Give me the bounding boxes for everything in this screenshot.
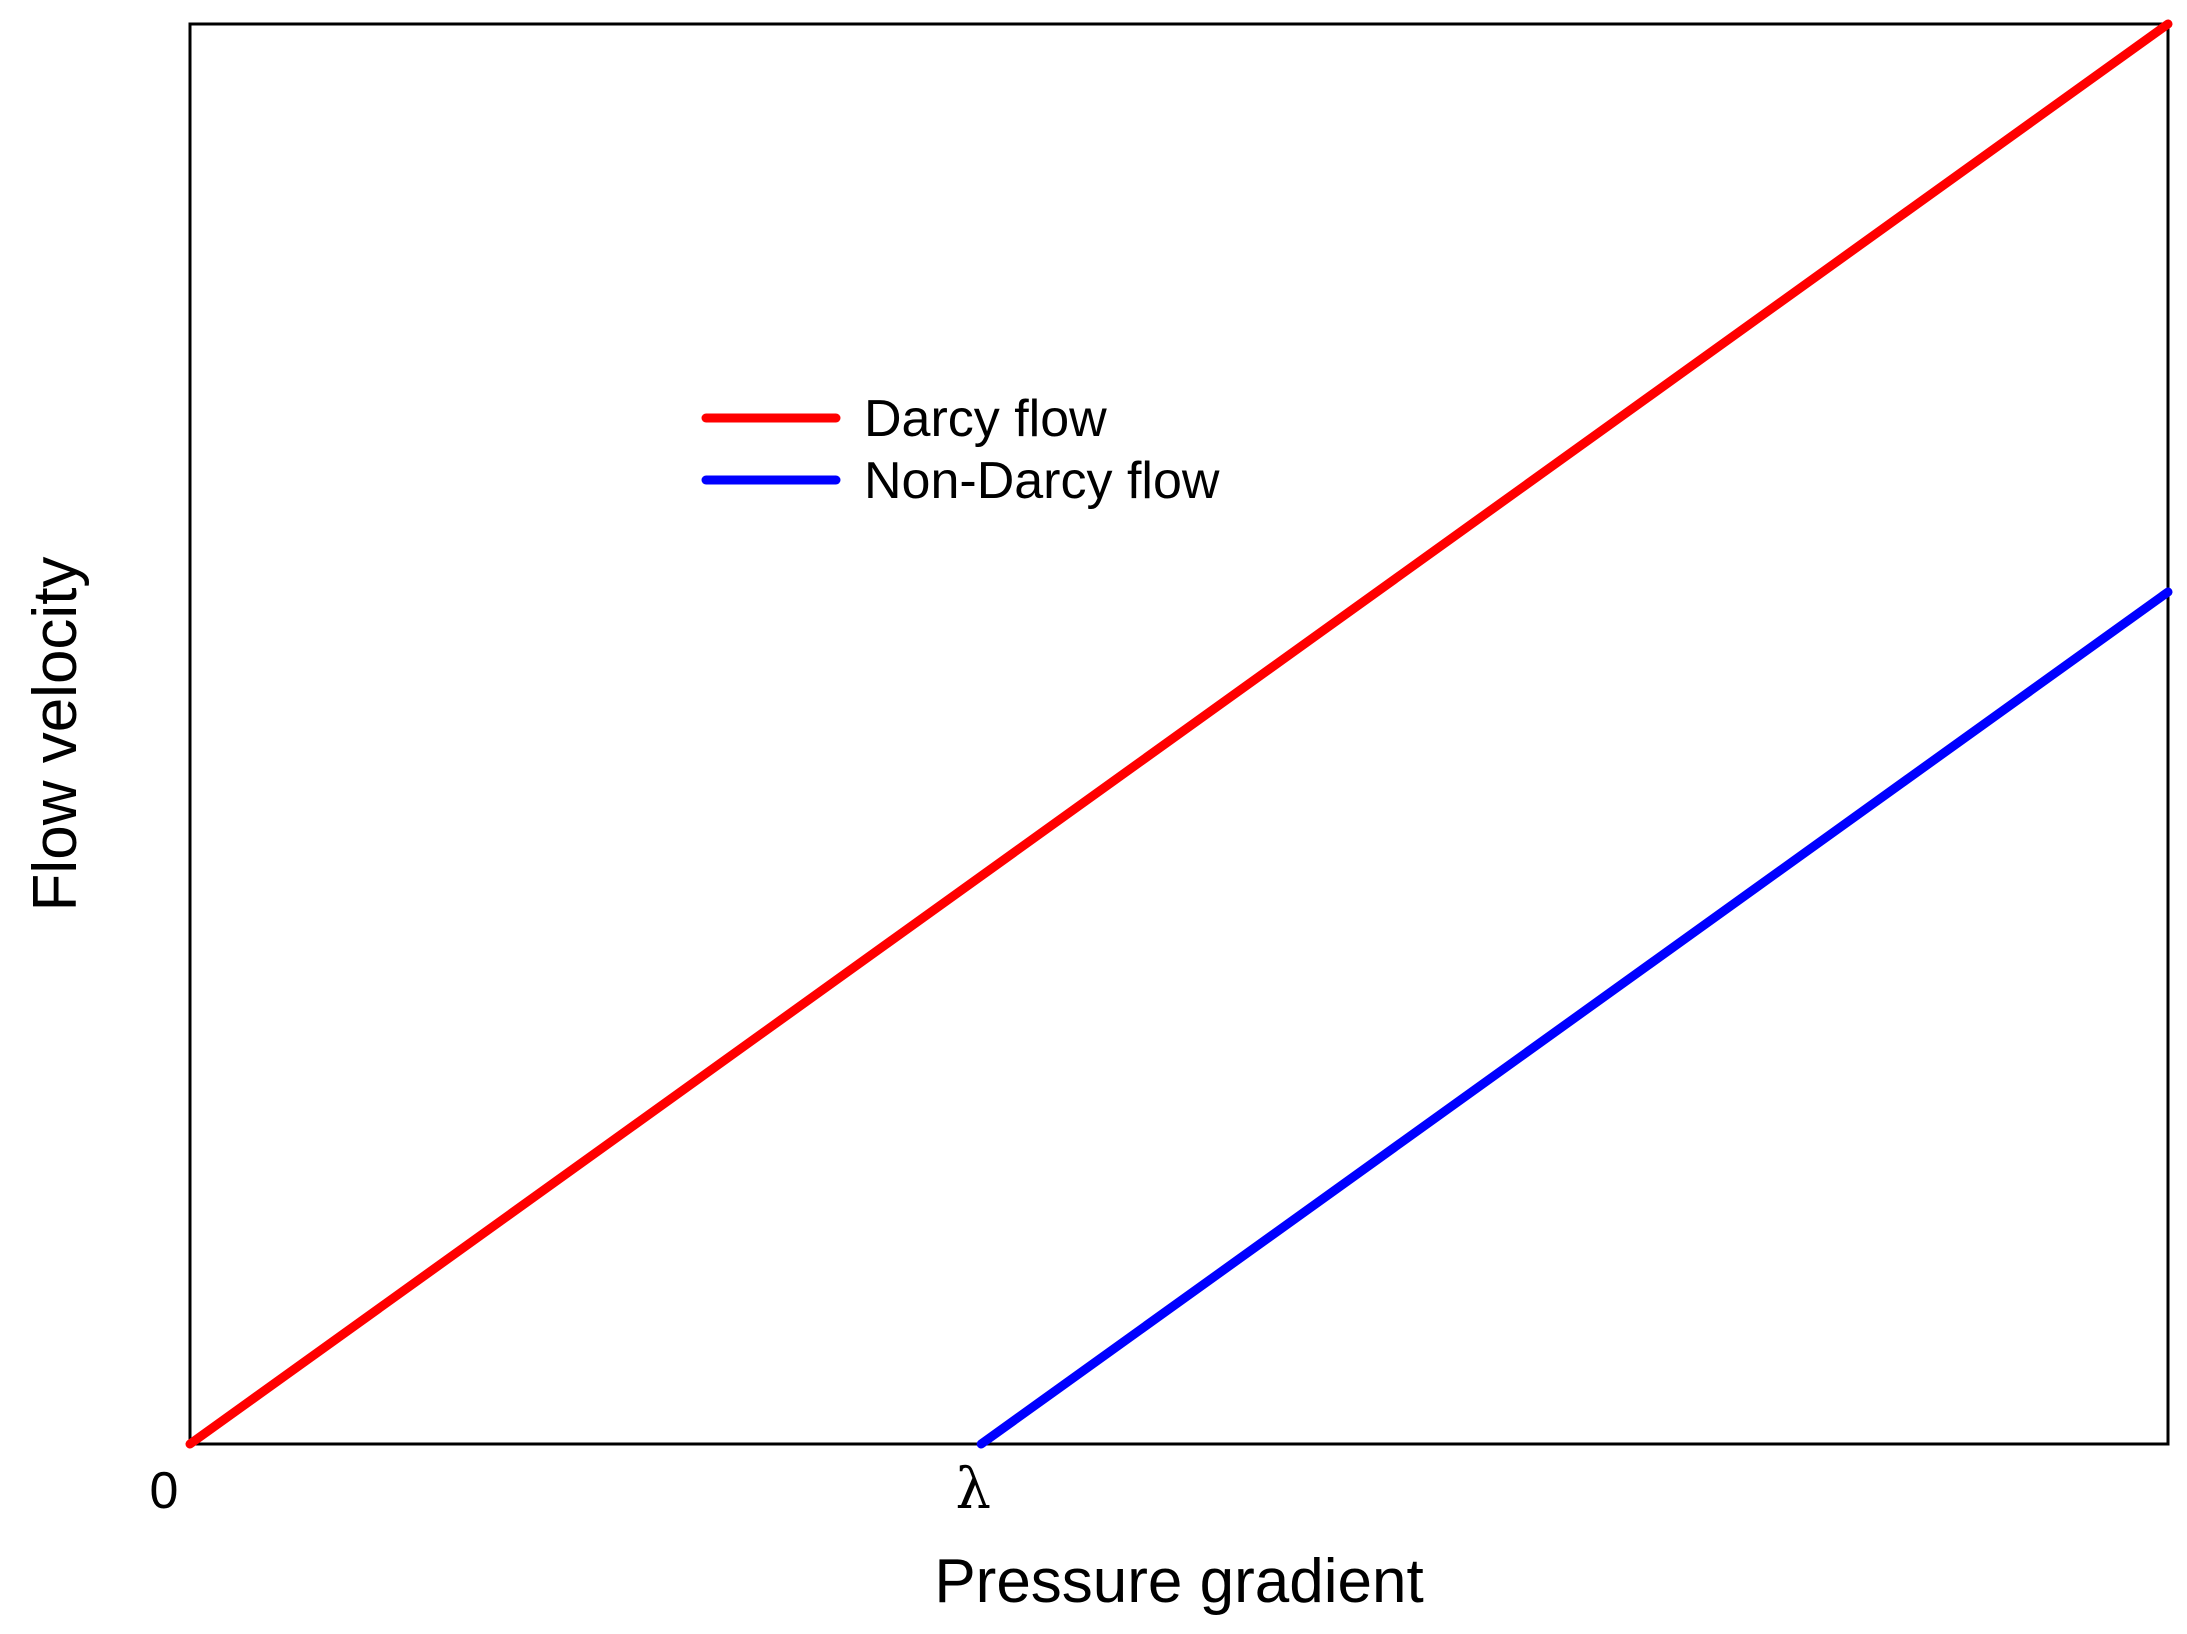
- y-axis-title: Flow velocity: [21, 557, 90, 912]
- x-tick-label-1: λ: [955, 1457, 991, 1522]
- x-axis-title: Pressure gradient: [934, 1547, 1423, 1616]
- series-layer: [185, 19, 2173, 1449]
- x-tick-label-0: 0: [150, 1462, 179, 1520]
- series-line-0: [185, 19, 2173, 1449]
- legend-label-1: Non-Darcy flow: [864, 452, 1220, 510]
- legend-label-0: Darcy flow: [864, 390, 1107, 448]
- series-line-1: [976, 587, 2173, 1449]
